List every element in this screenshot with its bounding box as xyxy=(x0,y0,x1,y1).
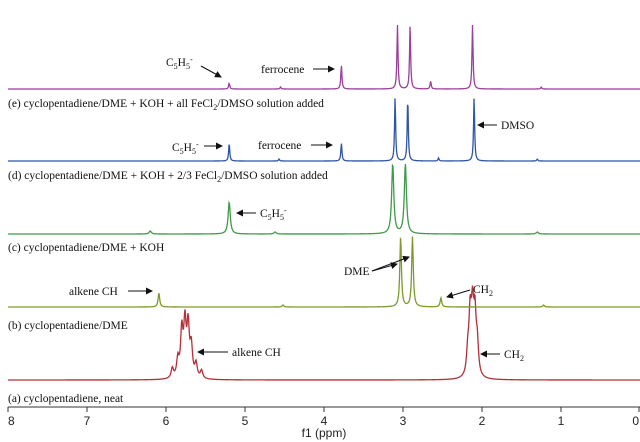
annotation-text: CH2 xyxy=(504,349,524,363)
spectrum-line-d xyxy=(8,98,640,162)
annotation-text: DME xyxy=(344,266,370,278)
ch2-text: CH xyxy=(473,284,489,296)
c5-c: C xyxy=(166,57,174,69)
annotation-text: DMSO xyxy=(501,120,534,132)
spectrum-line-b xyxy=(8,236,640,308)
spectrum-c-label: (c) cyclopentadiene/DME + KOH xyxy=(8,242,164,254)
spectrum-e-label: (e) cyclopentadiene/DME + KOH + all FeCl… xyxy=(8,98,324,112)
spectrum-e-label-post: /DMSO solution added xyxy=(217,98,324,110)
c5-c: C xyxy=(172,142,180,154)
spectrum-b-label: (b) cyclopentadiene/DME xyxy=(8,320,128,332)
annotation-d-dmso: DMSO xyxy=(477,120,534,132)
c5-sub2: 5 xyxy=(186,62,190,71)
annotation-text: C5H5- xyxy=(260,206,287,222)
annotation-text: alkene CH xyxy=(232,347,281,359)
spectrum-e-label-sub: 2 xyxy=(213,103,217,112)
c5-sub: 5 xyxy=(180,147,184,156)
c5-h: H xyxy=(178,57,186,69)
annotation-e-ferrocene: ferrocene xyxy=(261,64,335,76)
x-tick-label: 2 xyxy=(479,414,486,428)
x-tick-label: 3 xyxy=(400,414,407,428)
spectrum-line-a xyxy=(8,285,640,381)
x-tick-label: 1 xyxy=(558,414,565,428)
annotation-a-ch2: CH2 xyxy=(480,349,524,363)
c5-h: H xyxy=(272,208,280,220)
spectrum-e-label-pre: (e) cyclopentadiene/DME + KOH + all FeCl xyxy=(8,98,213,110)
x-tick-label: 8 xyxy=(8,414,15,428)
x-tick-label: 5 xyxy=(242,414,249,428)
annotation-b-ch2: CH2 xyxy=(446,284,493,299)
annotation-text: alkene CH xyxy=(69,286,118,298)
arrow xyxy=(200,65,222,78)
annotation-text: CH2 xyxy=(473,284,493,298)
x-axis-ticks: 8 7 6 5 4 3 2 1 0 xyxy=(7,407,640,428)
annotation-b-alkene: alkene CH xyxy=(69,286,153,298)
annotation-text: C5H5- xyxy=(166,55,193,71)
c5-h: H xyxy=(184,142,192,154)
c5-sub: 5 xyxy=(268,213,272,222)
spectra-group xyxy=(8,24,640,381)
c5-sup: - xyxy=(284,206,287,215)
annotation-a-alkene: alkene CH xyxy=(197,347,281,359)
x-tick-label: 0 xyxy=(632,414,639,428)
c5-sub: 5 xyxy=(174,62,178,71)
x-tick-label: 7 xyxy=(84,414,91,428)
annotation-d-ferrocene: ferrocene xyxy=(258,140,333,152)
spectrum-d-label: (d) cyclopentadiene/DME + KOH + 2/3 FeCl… xyxy=(8,170,328,184)
c5-c: C xyxy=(260,208,268,220)
ch2-sub: 2 xyxy=(520,354,524,363)
spectrum-line-e xyxy=(8,24,640,90)
spectrum-line-c xyxy=(8,163,640,235)
annotation-text: ferrocene xyxy=(261,64,304,76)
arrow xyxy=(446,289,471,299)
ch2-text: CH xyxy=(504,349,520,361)
annotation-text: ferrocene xyxy=(258,140,301,152)
spectrum-d-label-sub: 2 xyxy=(217,175,221,184)
x-axis-title: f1 (ppm) xyxy=(302,426,347,440)
c5-sup: - xyxy=(196,140,199,149)
annotation-c-c5h5: C5H5- xyxy=(236,206,287,222)
annotation-b-dme: DME xyxy=(344,255,410,278)
c5-sub2: 5 xyxy=(192,147,196,156)
c5-sub2: 5 xyxy=(280,213,284,222)
spectrum-d-label-post: /DMSO solution added xyxy=(221,170,328,182)
x-tick-label: 4 xyxy=(321,414,328,428)
x-tick-label: 6 xyxy=(163,414,170,428)
ch2-sub: 2 xyxy=(489,289,493,298)
spectrum-a-label: (a) cyclopentadiene, neat xyxy=(8,393,124,405)
c5-sup: - xyxy=(190,55,193,64)
annotation-d-c5h5: C5H5- xyxy=(172,140,223,156)
annotation-text: C5H5- xyxy=(172,140,199,156)
spectrum-d-label-pre: (d) cyclopentadiene/DME + KOH + 2/3 FeCl xyxy=(8,170,217,182)
annotation-e-c5h5: C5H5- xyxy=(166,55,222,78)
x-axis: 8 7 6 5 4 3 2 1 0 f1 (ppm) xyxy=(7,406,640,440)
arrow xyxy=(371,255,410,272)
